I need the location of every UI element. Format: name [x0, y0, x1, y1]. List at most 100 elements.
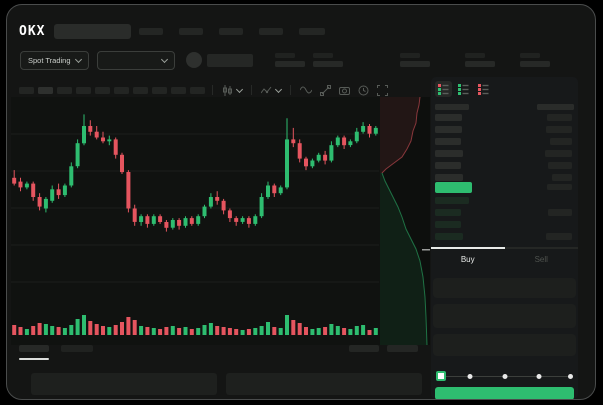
orderbook-bid-row[interactable] [435, 197, 574, 204]
depth-svg [380, 96, 430, 346]
last-price-amount-skeleton [547, 184, 572, 190]
slider-stop[interactable] [536, 373, 542, 379]
ticker-stat [312, 53, 343, 67]
orders-panel-skeleton [226, 373, 422, 395]
orderbook-bid-row[interactable] [435, 221, 574, 228]
nav-item[interactable] [299, 27, 326, 35]
draw-icon[interactable] [320, 84, 331, 96]
app-window: OKX Spot Trading [6, 4, 596, 400]
tab-sell[interactable]: Sell [504, 247, 578, 269]
toolbar-divider [212, 85, 213, 95]
search-input[interactable] [54, 23, 132, 39]
fullscreen-icon[interactable] [377, 84, 388, 96]
timeframe-button[interactable] [190, 86, 205, 94]
orderbook-header-amount [537, 104, 574, 110]
timeframe-button[interactable] [38, 86, 53, 94]
stat-value-skeleton [274, 61, 305, 67]
orderbook-ask-row[interactable] [435, 114, 574, 121]
timeframe-button[interactable] [19, 86, 34, 94]
bottom-bar-control[interactable] [349, 345, 379, 352]
nav-item[interactable] [219, 27, 244, 35]
nav-item[interactable] [179, 27, 204, 35]
timeframe-button[interactable] [152, 86, 167, 94]
chart-toolbar [19, 83, 390, 97]
indicator-icon[interactable] [261, 85, 283, 96]
nav-item[interactable] [259, 27, 284, 35]
amount-skeleton [548, 209, 572, 216]
amount-slider[interactable] [436, 371, 573, 381]
orderbook-ask-row[interactable] [435, 174, 574, 181]
candlestick-chart[interactable] [11, 101, 379, 293]
book-bids-icon[interactable] [455, 81, 472, 97]
slider-handle[interactable] [436, 371, 446, 381]
timeframe-button[interactable] [171, 86, 186, 94]
okx-logo[interactable]: OKX [19, 23, 46, 39]
pair-name-skeleton [206, 53, 253, 67]
trade-input-field[interactable] [433, 334, 576, 356]
top-nav: OKX [19, 21, 583, 41]
orderbook-ask-row[interactable] [435, 162, 574, 169]
chevron-down-icon [274, 85, 283, 93]
tab-buy[interactable]: Buy [431, 247, 505, 269]
trade-input-field[interactable] [433, 304, 576, 328]
stat-value-skeleton [519, 61, 550, 67]
trade-input-field[interactable] [433, 278, 576, 298]
slider-stop[interactable] [568, 373, 573, 379]
orderbook-ask-row[interactable] [435, 126, 574, 133]
price-skeleton [435, 221, 461, 228]
stat-label-skeleton [464, 53, 485, 58]
amount-skeleton [552, 174, 572, 181]
amount-skeleton [547, 114, 572, 121]
bottom-bar-control[interactable] [387, 345, 418, 352]
amount-skeleton [546, 233, 572, 240]
stat-value-skeleton [464, 61, 495, 67]
timeframe-button[interactable] [133, 86, 148, 94]
candle-type-icon[interactable] [222, 84, 244, 96]
volume-chart [12, 315, 378, 335]
trade-tabs: Buy Sell [431, 247, 578, 269]
orderbook-ask-row[interactable] [435, 138, 574, 145]
chevron-down-icon [235, 85, 244, 93]
price-skeleton [435, 233, 463, 240]
slider-stop[interactable] [467, 373, 473, 379]
history-icon[interactable] [358, 85, 369, 96]
timeframe-button[interactable] [95, 86, 110, 94]
pair-selector-dropdown[interactable] [96, 50, 175, 70]
price-skeleton [435, 126, 462, 133]
orderbook-ask-row[interactable] [435, 150, 574, 157]
price-skeleton [435, 138, 461, 145]
orderbook-bid-row[interactable] [435, 209, 574, 216]
orderbook-header-price [435, 104, 469, 110]
stat-label-skeleton [312, 53, 333, 58]
depth-chart[interactable] [380, 96, 430, 346]
camera-icon[interactable] [339, 85, 350, 95]
price-skeleton [435, 150, 463, 157]
timeframe-button[interactable] [114, 86, 129, 94]
bottom-tab-indicator [19, 358, 49, 360]
coin-avatar [185, 52, 202, 68]
orderbook-view-modes [435, 81, 492, 97]
nav-menu [139, 27, 326, 35]
wave-icon[interactable] [300, 86, 312, 94]
amount-skeleton [545, 150, 572, 157]
nav-item[interactable] [139, 27, 164, 35]
ticker-stat [519, 53, 550, 67]
price-skeleton [435, 174, 463, 181]
market-type-dropdown[interactable]: Spot Trading [20, 50, 89, 70]
book-both-icon[interactable] [435, 81, 452, 97]
ticker-stat [464, 53, 495, 67]
stat-value-skeleton [399, 61, 430, 67]
orderbook-bid-row[interactable] [435, 233, 574, 240]
buy-submit-button[interactable] [435, 387, 574, 399]
bottom-tab-active[interactable] [19, 345, 49, 352]
market-type-label: Spot Trading [28, 55, 71, 65]
last-price-badge[interactable] [435, 182, 472, 193]
stat-label-skeleton [399, 53, 420, 58]
bottom-tab[interactable] [61, 345, 93, 352]
slider-stop[interactable] [502, 373, 507, 379]
book-asks-icon[interactable] [475, 81, 492, 97]
toolbar-divider [290, 85, 291, 95]
timeframe-button[interactable] [76, 86, 91, 94]
stat-label-skeleton [519, 53, 540, 58]
timeframe-button[interactable] [57, 86, 72, 94]
